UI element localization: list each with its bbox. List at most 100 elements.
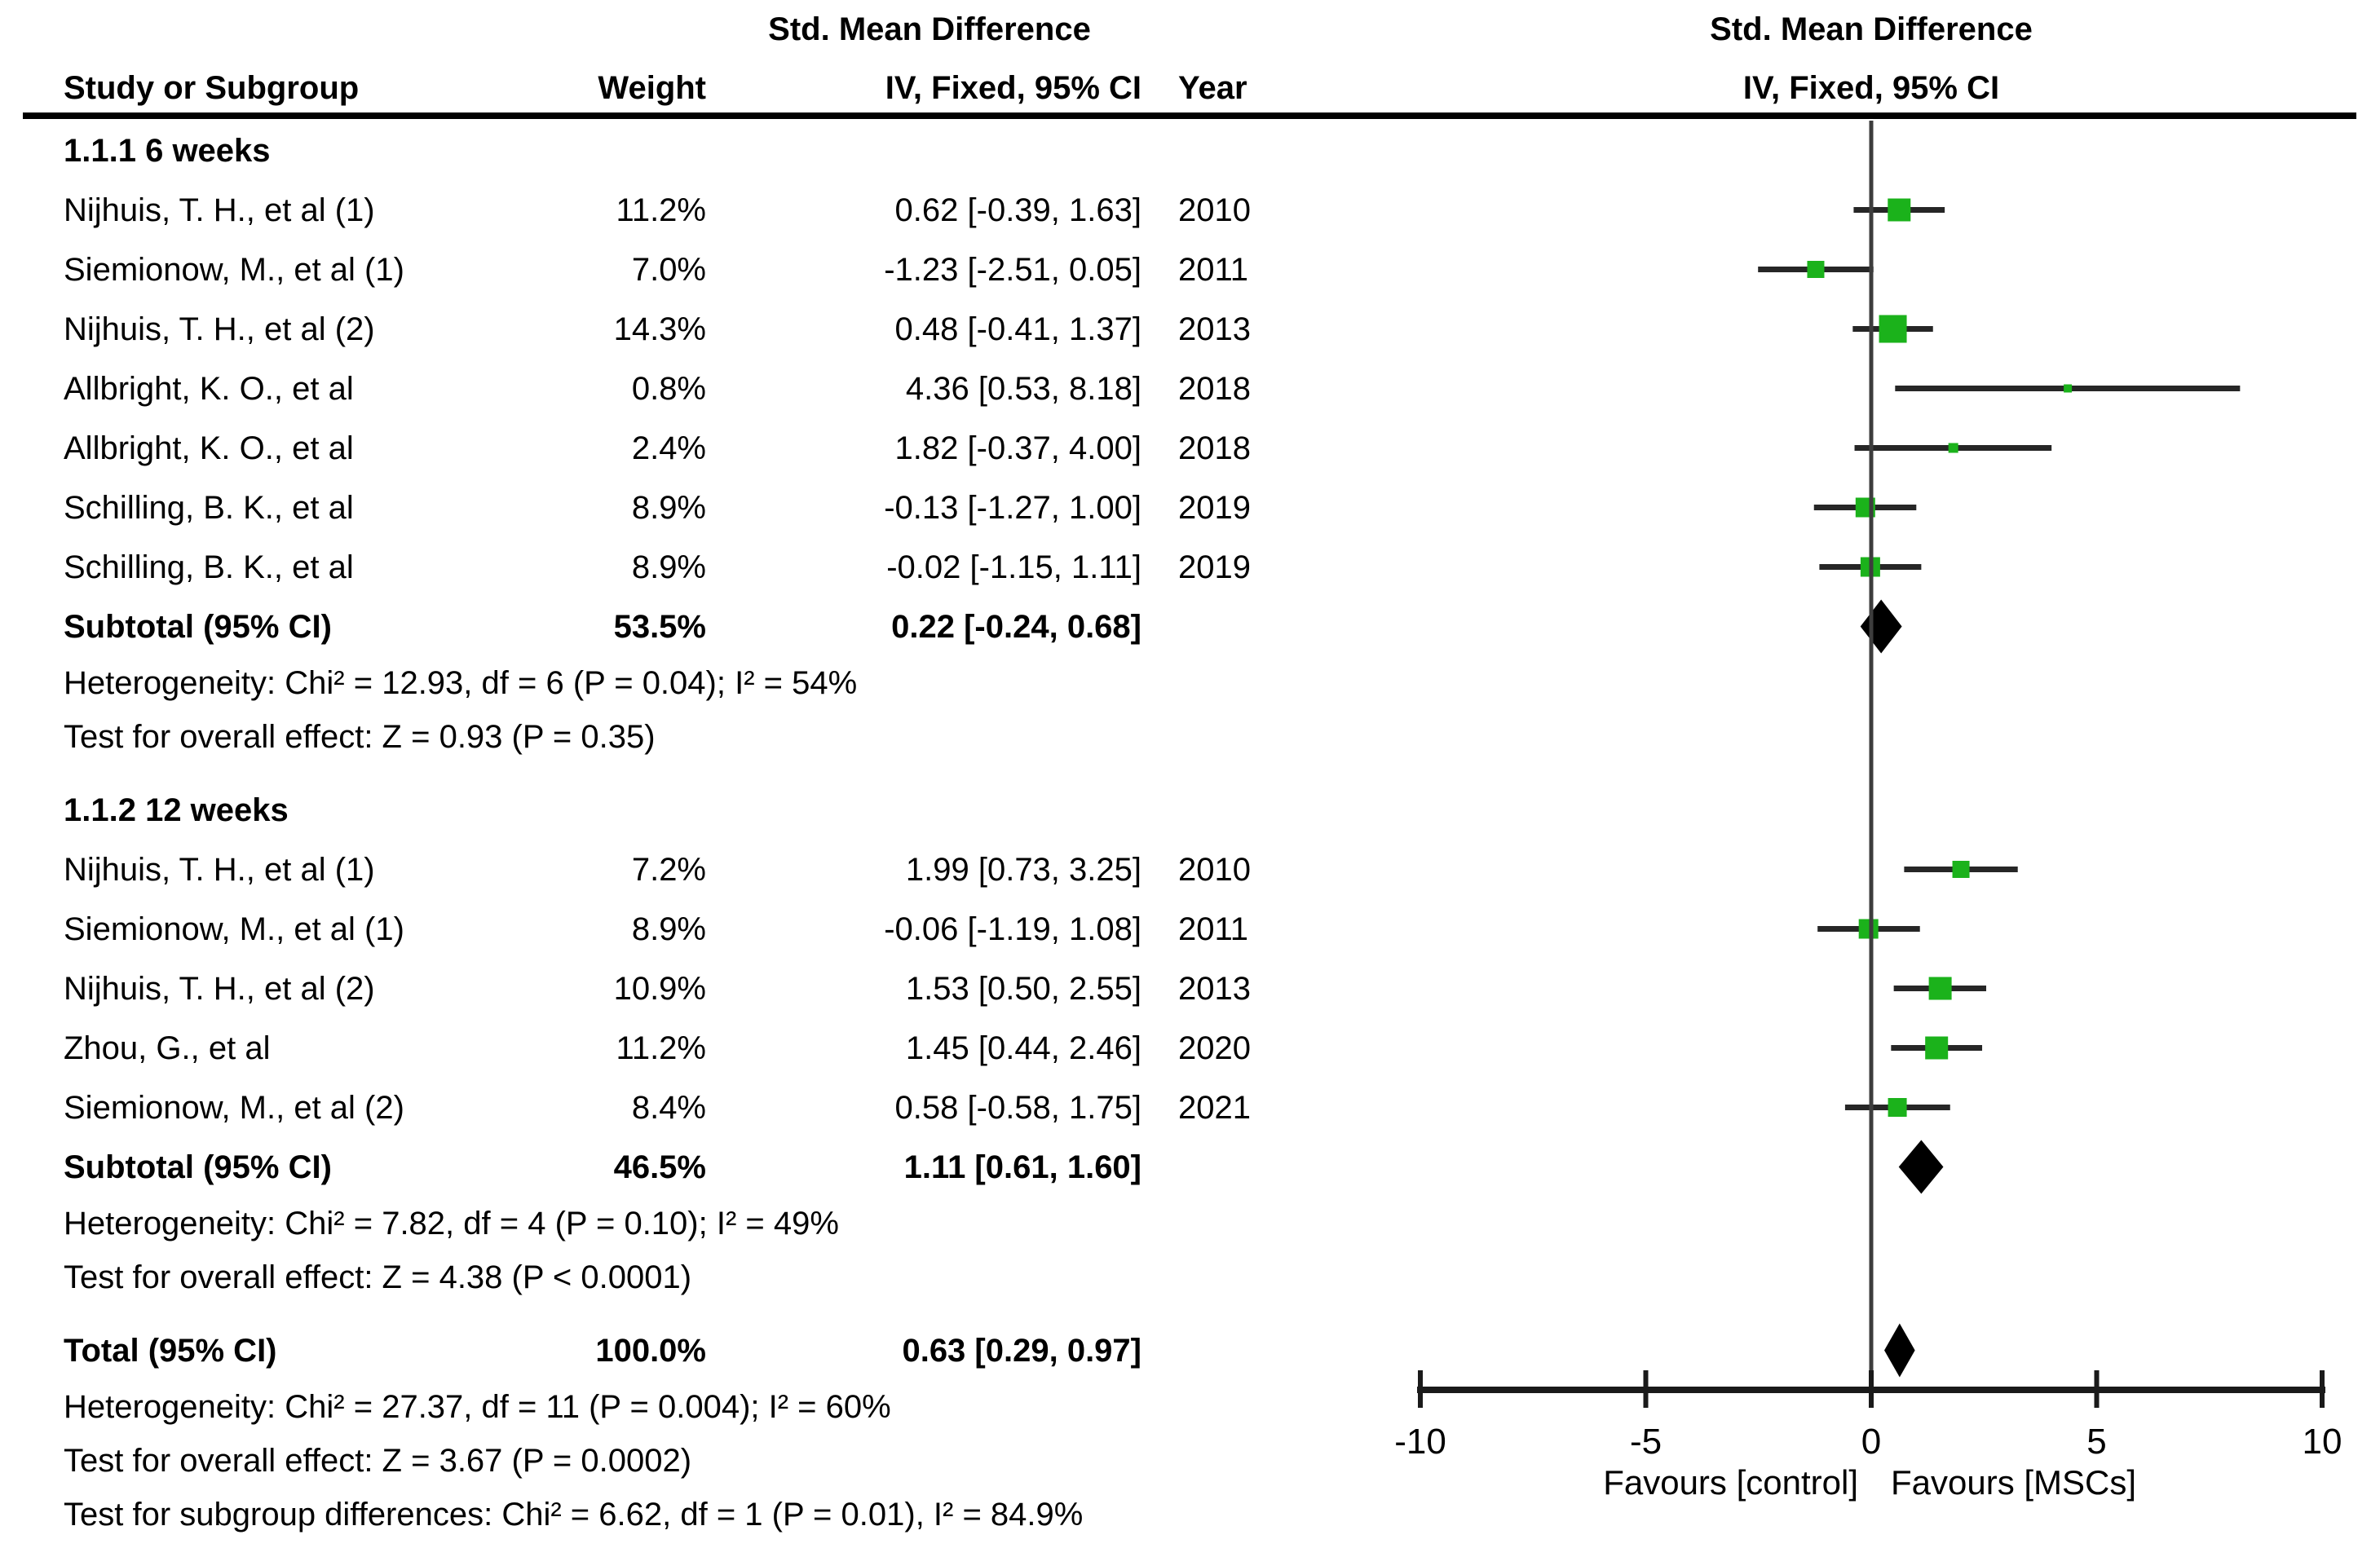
study-year: 2019 bbox=[1178, 490, 1251, 526]
study-weight: 8.4% bbox=[631, 1090, 706, 1126]
study-row: Nijhuis, T. H., et al (2) 14.3% 0.48 [-0.4… bbox=[0, 299, 1386, 359]
study-row: Allbright, K. O., et al 0.8% 4.36 [0.53, 8… bbox=[0, 359, 1386, 418]
study-ci-text: 0.62 [-0.39, 1.63] bbox=[894, 192, 1141, 228]
subtotal-row: Subtotal (95% CI) 53.5% 0.22 [-0.24, 0.68] bbox=[0, 597, 1386, 656]
total-row: Total (95% CI) 100.0% 0.63 [0.29, 0.97] bbox=[0, 1321, 1386, 1380]
statistics-note: Heterogeneity: Chi² = 7.82, df = 4 (P = … bbox=[64, 1206, 839, 1241]
study-row: Nijhuis, T. H., et al (2) 10.9% 1.53 [0.50… bbox=[0, 959, 1386, 1018]
effect-marker bbox=[1860, 557, 1880, 577]
subtotal-label: Subtotal (95% CI) bbox=[64, 1149, 332, 1185]
study-weight: 8.9% bbox=[631, 549, 706, 585]
column-header-year: Year bbox=[1178, 70, 1247, 106]
study-year: 2010 bbox=[1178, 852, 1251, 888]
study-ci-text: -1.23 [-2.51, 0.05] bbox=[884, 252, 1141, 288]
study-weight: 7.2% bbox=[631, 852, 706, 888]
effect-marker bbox=[1807, 261, 1825, 278]
note-row: Heterogeneity: Chi² = 27.37, df = 11 (P … bbox=[0, 1380, 1386, 1434]
total-weight: 100.0% bbox=[595, 1333, 706, 1369]
column-header-smd-left: Std. Mean Difference bbox=[768, 11, 1091, 47]
study-year: 2013 bbox=[1178, 311, 1251, 347]
statistics-note: Heterogeneity: Chi² = 12.93, df = 6 (P =… bbox=[64, 665, 858, 701]
subtotal-diamond bbox=[1860, 599, 1902, 654]
study-weight: 11.2% bbox=[616, 192, 706, 228]
study-name: Schilling, B. K., et al bbox=[64, 549, 354, 585]
study-name: Nijhuis, T. H., et al (2) bbox=[64, 311, 375, 347]
subtotal-weight: 53.5% bbox=[613, 609, 706, 645]
effect-marker bbox=[1888, 198, 1911, 222]
column-header-weight: Weight bbox=[598, 70, 706, 106]
study-row: Allbright, K. O., et al 2.4% 1.82 [-0.37, … bbox=[0, 418, 1386, 478]
note-row: Heterogeneity: Chi² = 12.93, df = 6 (P =… bbox=[0, 656, 1386, 710]
note-row: Heterogeneity: Chi² = 7.82, df = 4 (P = … bbox=[0, 1197, 1386, 1250]
study-weight: 8.9% bbox=[631, 911, 706, 947]
section-row: 1.1.1 6 weeks bbox=[0, 121, 1386, 180]
total-diamond bbox=[1884, 1323, 1915, 1378]
study-name: Allbright, K. O., et al bbox=[64, 430, 354, 466]
study-ci-text: 1.82 [-0.37, 4.00] bbox=[894, 430, 1141, 466]
study-weight: 10.9% bbox=[613, 971, 706, 1007]
plot-header-ci-right: IV, Fixed, 95% CI bbox=[1742, 70, 2000, 106]
axis-tick-label: -10 bbox=[1394, 1422, 1446, 1462]
subtotal-diamond bbox=[1898, 1140, 1944, 1194]
study-ci-text: 0.58 [-0.58, 1.75] bbox=[894, 1090, 1141, 1126]
note-row: Test for overall effect: Z = 3.67 (P = 0… bbox=[0, 1434, 1386, 1488]
section-row: 1.1.2 12 weeks bbox=[0, 780, 1386, 840]
study-ci-text: -0.13 [-1.27, 1.00] bbox=[884, 490, 1141, 526]
total-ci-text: 0.63 [0.29, 0.97] bbox=[902, 1333, 1141, 1369]
subgroup-title: 1.1.2 12 weeks bbox=[64, 792, 289, 828]
study-name: Nijhuis, T. H., et al (1) bbox=[64, 192, 375, 228]
axis-tick-label: -5 bbox=[1630, 1422, 1662, 1462]
study-row: Siemionow, M., et al (1) 8.9% -0.06 [-1.19… bbox=[0, 899, 1386, 959]
statistics-note: Heterogeneity: Chi² = 27.37, df = 11 (P … bbox=[64, 1389, 891, 1425]
study-row: Schilling, B. K., et al 8.9% -0.02 [-1.15,… bbox=[0, 537, 1386, 597]
study-year: 2020 bbox=[1178, 1030, 1251, 1066]
study-year: 2018 bbox=[1178, 371, 1251, 407]
study-name: Nijhuis, T. H., et al (2) bbox=[64, 971, 375, 1007]
study-row: Nijhuis, T. H., et al (1) 7.2% 1.99 [0.73,… bbox=[0, 840, 1386, 899]
effect-marker bbox=[1858, 919, 1879, 939]
study-name: Allbright, K. O., et al bbox=[64, 371, 354, 407]
study-row: Siemionow, M., et al (1) 7.0% -1.23 [-2.51… bbox=[0, 240, 1386, 299]
study-weight: 14.3% bbox=[613, 311, 706, 347]
statistics-note: Test for overall effect: Z = 4.38 (P < 0… bbox=[64, 1259, 692, 1295]
study-year: 2011 bbox=[1178, 911, 1249, 947]
study-ci-text: 4.36 [0.53, 8.18] bbox=[905, 371, 1141, 407]
subgroup-title: 1.1.1 6 weeks bbox=[64, 133, 271, 169]
effect-marker bbox=[1855, 497, 1875, 518]
total-label: Total (95% CI) bbox=[64, 1333, 277, 1369]
spacer-row bbox=[0, 1304, 1386, 1321]
study-row: Zhou, G., et al 11.2% 1.45 [0.44, 2.46] 202… bbox=[0, 1018, 1386, 1078]
note-row: Test for overall effect: Z = 0.93 (P = 0… bbox=[0, 710, 1386, 764]
study-weight: 2.4% bbox=[631, 430, 706, 466]
study-weight: 8.9% bbox=[631, 490, 706, 526]
subtotal-ci-text: 0.22 [-0.24, 0.68] bbox=[891, 609, 1141, 645]
study-year: 2021 bbox=[1178, 1090, 1251, 1126]
study-name: Schilling, B. K., et al bbox=[64, 490, 354, 526]
study-ci-text: 1.45 [0.44, 2.46] bbox=[905, 1030, 1141, 1066]
study-row: Nijhuis, T. H., et al (1) 11.2% 0.62 [-0.3… bbox=[0, 180, 1386, 240]
study-ci-text: 1.53 [0.50, 2.55] bbox=[905, 971, 1141, 1007]
axis-tick-label: 5 bbox=[2086, 1422, 2106, 1462]
study-weight: 11.2% bbox=[616, 1030, 706, 1066]
effect-marker bbox=[1952, 861, 1970, 878]
table-rows: 1.1.1 6 weeks Nijhuis, T. H., et al (1) 11… bbox=[0, 121, 1386, 1541]
subtotal-weight: 46.5% bbox=[613, 1149, 706, 1185]
effect-marker bbox=[1879, 315, 1907, 343]
study-name: Nijhuis, T. H., et al (1) bbox=[64, 852, 375, 888]
study-year: 2013 bbox=[1178, 971, 1251, 1007]
study-year: 2010 bbox=[1178, 192, 1251, 228]
effect-marker bbox=[1928, 977, 1952, 1000]
effect-marker bbox=[1948, 443, 1958, 453]
subtotal-row: Subtotal (95% CI) 46.5% 1.11 [0.61, 1.60] bbox=[0, 1137, 1386, 1197]
effect-marker bbox=[1888, 1098, 1907, 1117]
statistics-note: Test for subgroup differences: Chi² = 6.… bbox=[64, 1497, 1084, 1533]
study-ci-text: -0.06 [-1.19, 1.08] bbox=[884, 911, 1141, 947]
axis-tick-label: 10 bbox=[2303, 1422, 2342, 1462]
plot-header-smd-right: Std. Mean Difference bbox=[1710, 11, 2033, 47]
study-ci-text: -0.02 [-1.15, 1.11] bbox=[886, 549, 1141, 585]
study-ci-text: 0.48 [-0.41, 1.37] bbox=[894, 311, 1141, 347]
effect-marker bbox=[2064, 384, 2073, 393]
note-row: Test for subgroup differences: Chi² = 6.… bbox=[0, 1488, 1386, 1541]
study-name: Siemionow, M., et al (1) bbox=[64, 911, 404, 947]
